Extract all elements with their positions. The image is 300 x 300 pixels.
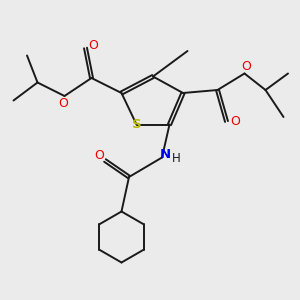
- Text: O: O: [241, 59, 251, 73]
- Text: O: O: [58, 97, 68, 110]
- Text: N: N: [159, 148, 171, 161]
- Text: O: O: [88, 39, 98, 52]
- Text: H: H: [172, 152, 181, 166]
- Text: S: S: [132, 118, 141, 131]
- Text: O: O: [230, 115, 240, 128]
- Text: O: O: [95, 148, 104, 162]
